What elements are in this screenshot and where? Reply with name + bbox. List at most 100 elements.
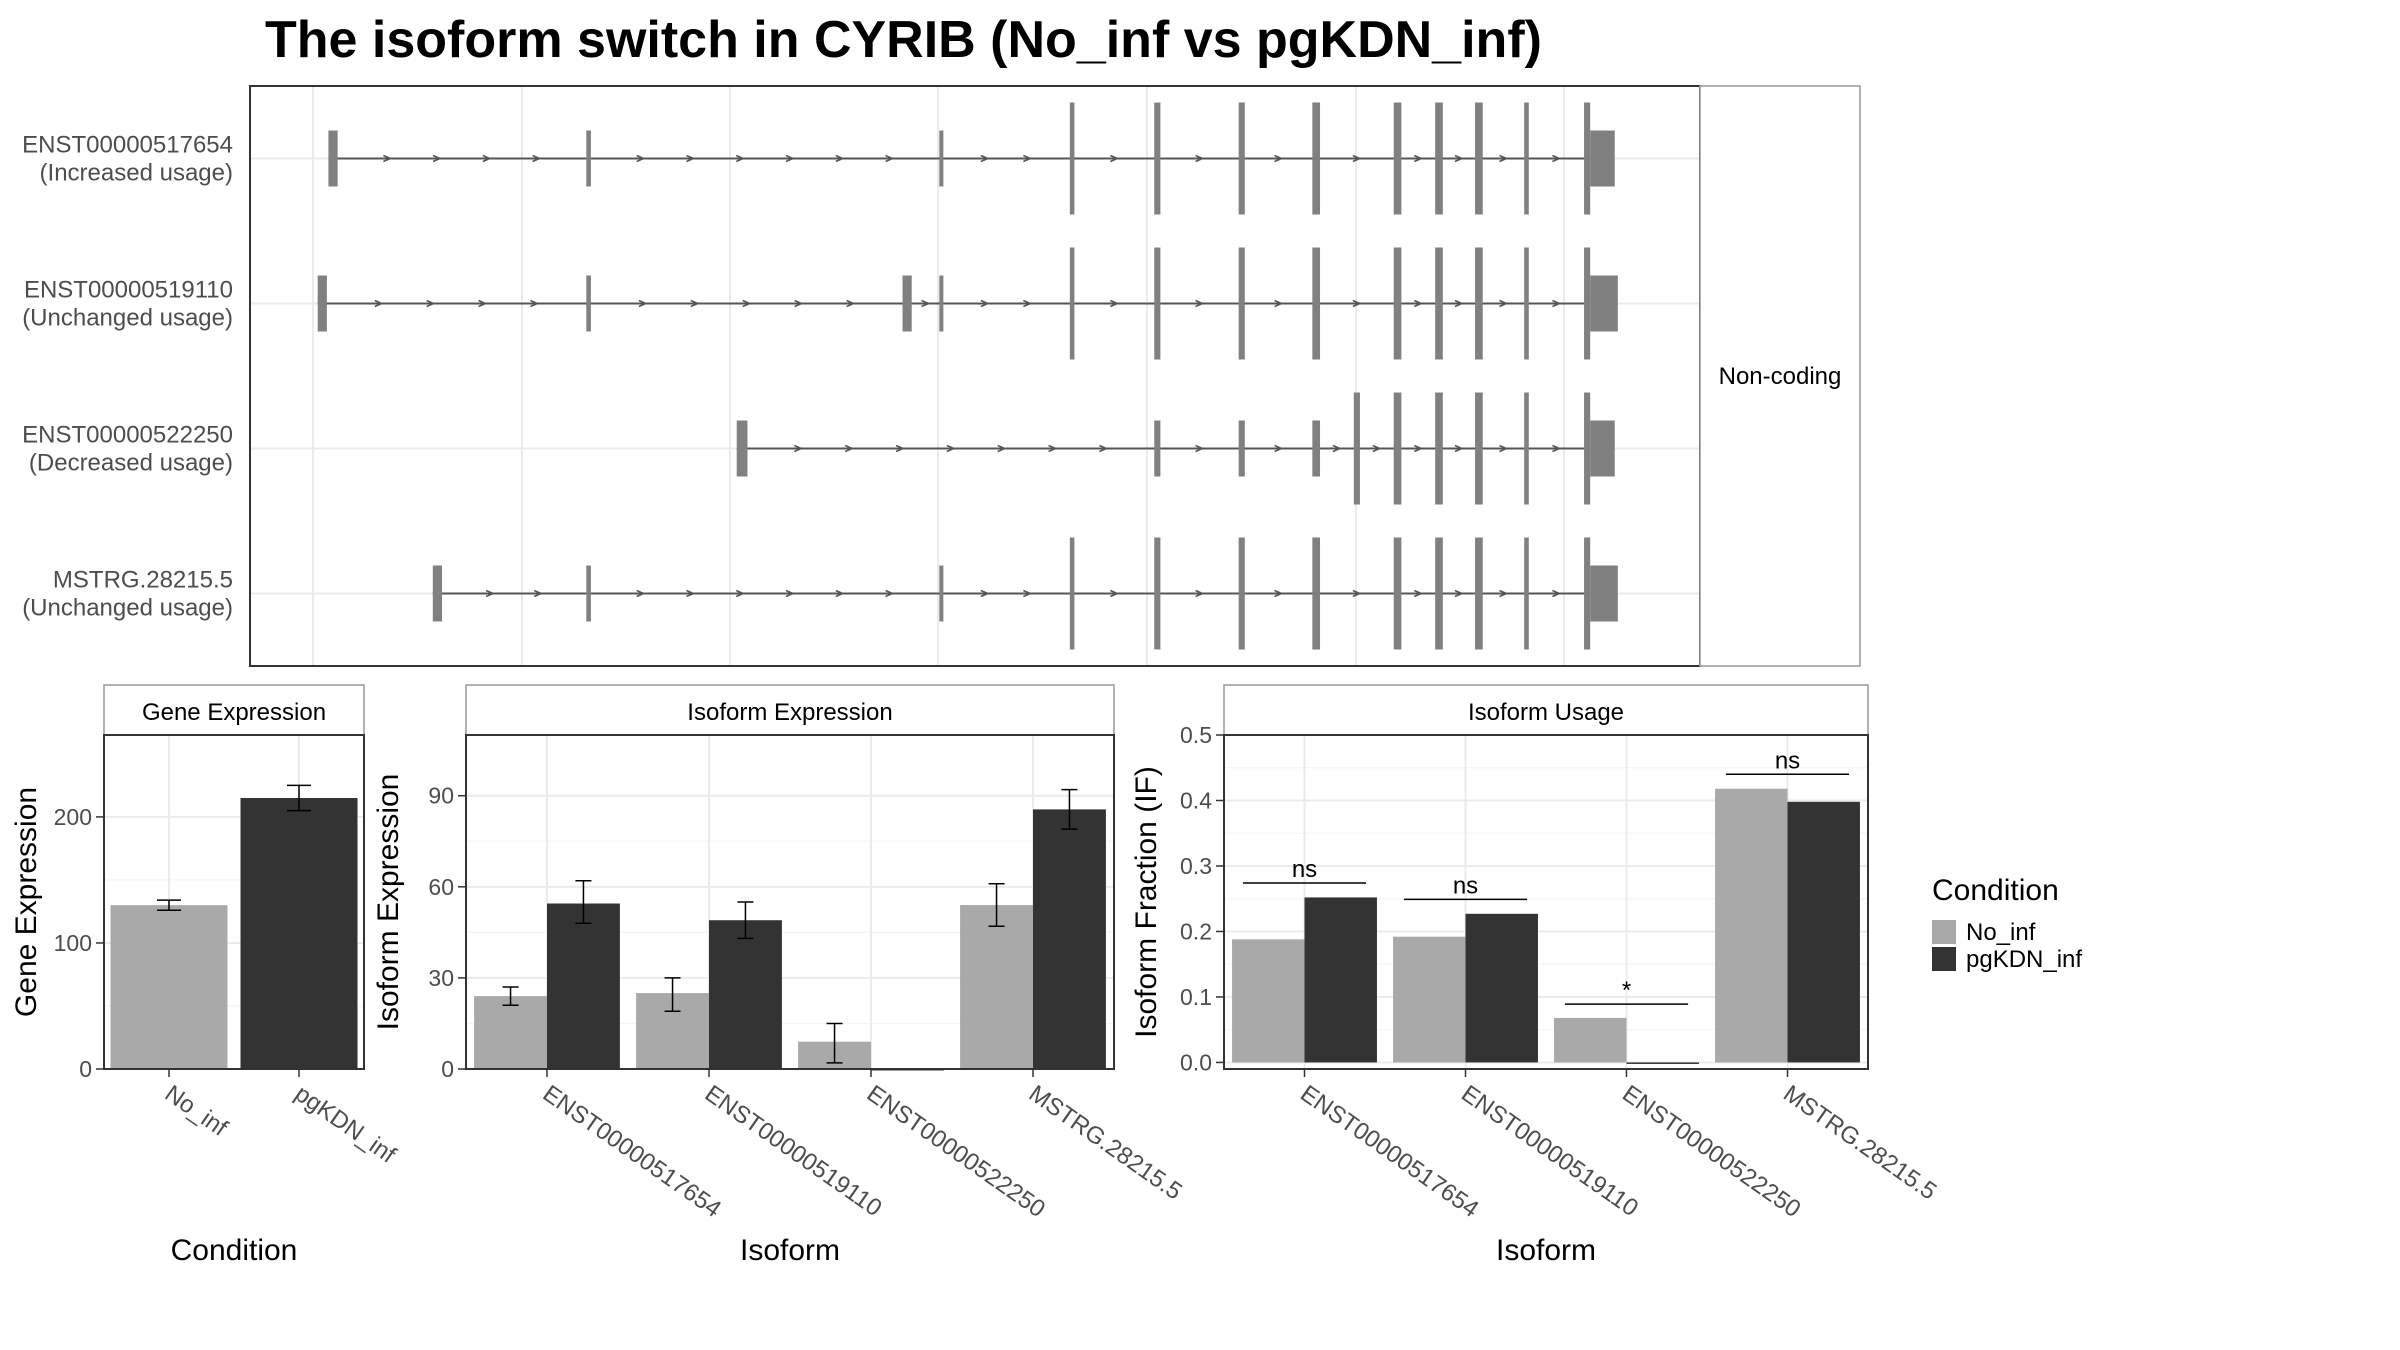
exon <box>1435 102 1443 215</box>
x-axis-title: Isoform <box>740 1234 840 1267</box>
intron-arrow <box>1499 154 1509 163</box>
exon <box>736 420 748 477</box>
exon <box>317 275 327 332</box>
intron-arrow <box>980 154 990 163</box>
exon <box>1590 275 1618 332</box>
bar-no_inf-2 <box>1554 1017 1627 1063</box>
intron-arrow <box>921 299 931 308</box>
intron-arrow <box>690 299 700 308</box>
exon <box>939 130 944 187</box>
intron-arrow <box>1195 444 1205 453</box>
y-tick-label: 100 <box>54 930 92 956</box>
intron-arrow <box>1372 444 1382 453</box>
intron-arrow <box>885 589 895 598</box>
intron-arrow <box>426 299 436 308</box>
intron-arrow <box>1110 154 1120 163</box>
x-axis-title: Condition <box>171 1234 298 1267</box>
intron-arrow <box>895 444 905 453</box>
significance-label: ns <box>1453 872 1478 899</box>
exon <box>1238 537 1245 650</box>
intron-arrow <box>1413 154 1424 163</box>
intron-arrow <box>1454 299 1464 308</box>
exon <box>1154 537 1161 650</box>
y-tick-label: 0 <box>441 1056 454 1082</box>
exon <box>1393 247 1402 360</box>
y-tick-label: 0.5 <box>1180 722 1212 748</box>
intron-arrow <box>1499 589 1509 598</box>
exon <box>1154 420 1161 477</box>
bar-pgkdn_inf-3 <box>1787 801 1860 1063</box>
x-tick-label: No_inf <box>160 1080 233 1142</box>
exon <box>1069 102 1075 215</box>
intron-arrow <box>742 299 752 308</box>
intron-arrow <box>432 154 443 163</box>
exon <box>1312 537 1321 650</box>
intron-arrow <box>1413 299 1424 308</box>
exon <box>328 130 338 187</box>
exon <box>1584 247 1591 360</box>
y-tick-label: 0 <box>79 1056 92 1082</box>
intron-arrow <box>532 154 542 163</box>
exon <box>1069 247 1075 360</box>
intron-arrow <box>794 444 804 453</box>
legend-label: No_inf <box>1966 919 2036 946</box>
intron-arrow <box>1499 299 1509 308</box>
intron-arrow <box>1110 589 1120 598</box>
x-tick-label: ENST00000519110 <box>1456 1080 1643 1222</box>
intron-arrow <box>1195 589 1205 598</box>
intron-arrow <box>980 299 990 308</box>
intron-arrow <box>686 154 696 163</box>
x-tick-label: ENST00000517654 <box>1295 1080 1483 1223</box>
panel-strip-title: Isoform Expression <box>687 699 892 726</box>
intron-arrow <box>1195 154 1205 163</box>
exon <box>1154 102 1161 215</box>
exon <box>1475 392 1483 505</box>
intron-arrow <box>1274 589 1284 598</box>
intron-arrow <box>482 154 492 163</box>
x-tick-label: MSTRG.28215.5 <box>1024 1080 1187 1205</box>
exon <box>1584 537 1591 650</box>
significance-label: ns <box>1775 747 1800 774</box>
bar-no_inf-0 <box>1232 939 1305 1063</box>
panel-frame <box>465 734 1115 1070</box>
bar-no_inf-3 <box>960 905 1033 1069</box>
chart-panel-1: Isoform Expression 0 30 60 90 ENST00000517654… <box>372 684 1187 1267</box>
intron-arrow <box>530 299 540 308</box>
exon <box>1435 537 1443 650</box>
panel-strip-title: Isoform Usage <box>1468 699 1624 726</box>
intron-arrow <box>980 589 990 598</box>
bar-pgkdn_inf-0 <box>547 903 620 1069</box>
x-tick-label: ENST00000517654 <box>538 1080 726 1223</box>
exon <box>1393 392 1402 505</box>
intron-arrow <box>1552 444 1562 453</box>
intron-arrow <box>794 299 804 308</box>
y-tick-label: 0.2 <box>1180 918 1212 944</box>
panel-strip <box>465 684 1115 736</box>
x-tick-label: ENST00000522250 <box>1617 1080 1805 1223</box>
exon <box>939 565 944 622</box>
exon <box>1590 565 1618 622</box>
x-tick-label: ENST00000522250 <box>862 1080 1050 1223</box>
exon <box>902 275 912 332</box>
intron-arrow <box>835 154 845 163</box>
significance-label: * <box>1622 977 1631 1004</box>
chart-panel-2: Isoform Usage ns ns * ns 0.0 0.1 0.2 0.3 0.4 0.5 EN… <box>1130 684 1941 1267</box>
intron-arrow <box>946 444 956 453</box>
exon <box>586 275 591 332</box>
exon <box>1393 102 1402 215</box>
chart-panel-0: Gene Expression 0 100 200 No_inf pgKDN_inf Con… <box>10 684 401 1267</box>
intron-arrow <box>1499 444 1509 453</box>
intron-arrow <box>1023 299 1033 308</box>
panel-strip <box>103 684 365 736</box>
x-axis-title: Isoform <box>1496 1234 1596 1267</box>
legend-title: Condition <box>1932 874 2059 907</box>
transcript-usage-label: (Decreased usage) <box>29 450 233 477</box>
intron-arrow <box>686 589 696 598</box>
intron-arrow <box>1413 444 1424 453</box>
bar-no_inf-3 <box>1715 788 1788 1063</box>
exon <box>1475 537 1483 650</box>
exon <box>1353 392 1360 505</box>
